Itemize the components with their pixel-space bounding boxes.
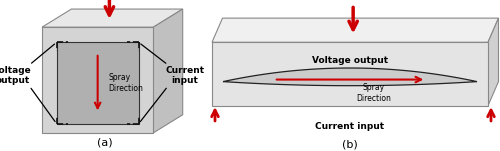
Polygon shape	[488, 18, 498, 106]
Bar	[42, 27, 154, 133]
Bar	[212, 42, 488, 106]
Bar	[56, 42, 138, 124]
Text: Current input: Current input	[316, 122, 384, 131]
Text: Current
input: Current input	[165, 66, 204, 85]
Polygon shape	[212, 18, 498, 42]
Polygon shape	[223, 68, 477, 86]
Text: Voltage
output: Voltage output	[0, 66, 32, 85]
Text: (a): (a)	[97, 138, 113, 148]
Polygon shape	[154, 9, 182, 133]
Text: Spray
Direction: Spray Direction	[108, 73, 143, 93]
Text: Spray
Direction: Spray Direction	[356, 83, 392, 103]
Text: Voltage output: Voltage output	[312, 56, 388, 64]
Polygon shape	[42, 9, 182, 27]
Text: (b): (b)	[342, 140, 358, 149]
